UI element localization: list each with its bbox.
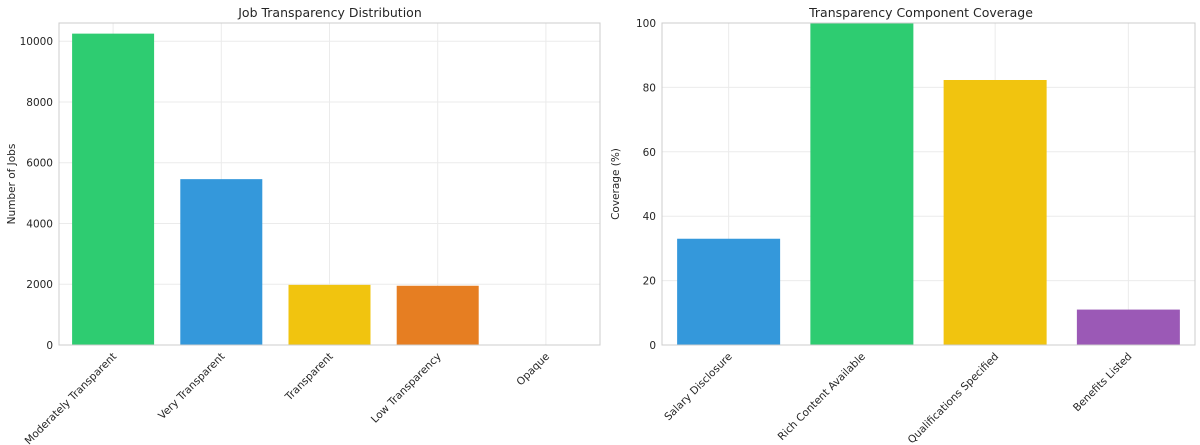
y-tick-label: 4000 xyxy=(26,218,53,230)
y-tick-label: 60 xyxy=(643,147,656,159)
x-tick-label: Opaque xyxy=(514,351,552,389)
y-tick-label: 40 xyxy=(643,211,656,223)
y-axis-label: Coverage (%) xyxy=(610,148,622,220)
y-tick-label: 6000 xyxy=(26,158,53,170)
y-tick-label: 20 xyxy=(643,276,656,288)
x-tick-label: Very Transparent xyxy=(156,351,227,422)
chart-transparency-component-coverage: Transparency Component Coverage Coverage… xyxy=(610,5,1196,445)
x-tick-label: Low Transparency xyxy=(369,351,444,426)
plot-frame xyxy=(58,22,601,346)
chart-title: Transparency Component Coverage xyxy=(808,5,1033,20)
bar xyxy=(1076,309,1180,345)
bar xyxy=(396,285,479,345)
bar xyxy=(810,23,914,345)
x-tick-label: Rich Content Available xyxy=(776,351,868,443)
bar xyxy=(288,284,371,345)
y-axis-label: Number of Jobs xyxy=(6,144,18,225)
bar xyxy=(677,238,781,345)
x-tick-label: Benefits Listed xyxy=(1071,351,1134,414)
x-tick-label: Qualifications Specified xyxy=(906,351,1002,445)
y-tick-label: 0 xyxy=(46,340,53,352)
chart-job-transparency-distribution: Job Transparency Distribution Number of … xyxy=(6,5,601,445)
x-tick-label: Salary Disclosure xyxy=(662,351,735,424)
y-tick-label: 8000 xyxy=(26,97,53,109)
x-tick-label: Transparent xyxy=(282,351,335,404)
y-tick-label: 10000 xyxy=(20,36,53,48)
plot-frame xyxy=(661,22,1196,346)
bar xyxy=(72,33,155,345)
chart-title: Job Transparency Distribution xyxy=(237,5,422,20)
y-tick-label: 2000 xyxy=(26,279,53,291)
y-tick-label: 80 xyxy=(643,82,656,94)
x-tick-label: Moderately Transparent xyxy=(23,351,120,445)
y-tick-label: 100 xyxy=(636,18,656,30)
y-tick-label: 0 xyxy=(649,340,656,352)
bar xyxy=(180,179,263,345)
bar xyxy=(943,79,1047,345)
